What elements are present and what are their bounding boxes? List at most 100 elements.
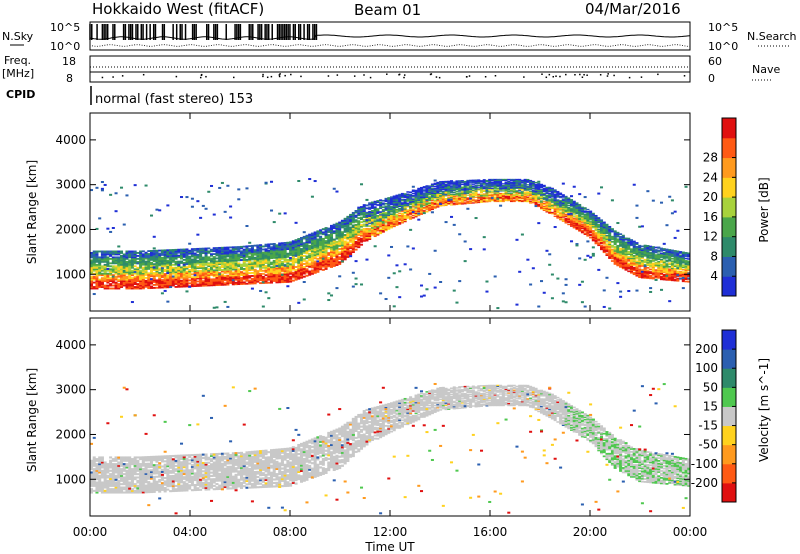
power-cell bbox=[310, 235, 314, 238]
power-cell bbox=[220, 280, 224, 283]
power-cell bbox=[390, 197, 394, 200]
power-cell bbox=[621, 242, 625, 245]
power-cell bbox=[357, 227, 361, 230]
power-cell bbox=[559, 200, 563, 203]
power-cell bbox=[610, 249, 614, 252]
power-cell bbox=[103, 274, 107, 277]
power-cell bbox=[220, 282, 224, 285]
power-cell bbox=[417, 194, 421, 196]
power-cell bbox=[545, 208, 549, 210]
power-cell bbox=[406, 202, 410, 205]
power-cell bbox=[100, 269, 104, 272]
power-cell bbox=[480, 196, 484, 198]
power-cell bbox=[398, 200, 402, 203]
power-cell bbox=[602, 238, 606, 240]
power-cell bbox=[450, 189, 454, 191]
power-cell bbox=[177, 273, 181, 276]
power-cell bbox=[231, 268, 235, 271]
power-cell bbox=[256, 244, 260, 247]
power-cell bbox=[280, 251, 284, 254]
power-cell bbox=[335, 258, 339, 262]
power-cell bbox=[357, 243, 361, 246]
power-cell bbox=[319, 247, 323, 250]
power-cell bbox=[250, 258, 254, 261]
power-cell bbox=[261, 265, 265, 268]
power-cell bbox=[349, 231, 353, 234]
power-cell bbox=[482, 188, 486, 190]
power-cell bbox=[441, 201, 445, 203]
power-cell bbox=[501, 178, 505, 181]
power-cell bbox=[226, 184, 230, 187]
power-cell bbox=[575, 205, 579, 207]
power-cell bbox=[237, 254, 241, 257]
power-cell bbox=[474, 179, 478, 181]
power-cell bbox=[250, 247, 254, 250]
power-cell bbox=[520, 181, 524, 183]
power-cell bbox=[212, 273, 216, 276]
power-cell bbox=[537, 185, 541, 188]
power-cell bbox=[283, 277, 287, 280]
power-cell bbox=[278, 247, 282, 250]
power-cell bbox=[196, 273, 200, 276]
power-cell bbox=[586, 228, 590, 231]
power-cell bbox=[376, 228, 380, 231]
power-cell bbox=[141, 254, 145, 257]
power-cell bbox=[553, 194, 557, 197]
power-cell bbox=[580, 223, 584, 225]
power-cell bbox=[605, 276, 609, 279]
power-cell bbox=[594, 232, 598, 235]
power-cell bbox=[220, 270, 224, 273]
power-cell bbox=[561, 207, 565, 210]
power-cell bbox=[610, 199, 614, 202]
power-cell bbox=[504, 195, 508, 197]
power-cell bbox=[218, 275, 222, 277]
power-cell bbox=[594, 220, 598, 223]
power-cell bbox=[444, 192, 448, 194]
power-cell bbox=[321, 242, 325, 245]
power-cell bbox=[518, 190, 522, 192]
power-cell bbox=[289, 280, 293, 283]
power-cell bbox=[488, 197, 492, 199]
power-cell bbox=[289, 266, 293, 269]
power-cell bbox=[610, 228, 614, 230]
power-cell bbox=[338, 262, 342, 265]
power-cell bbox=[523, 195, 527, 197]
power-cell bbox=[357, 238, 361, 241]
power-cell bbox=[469, 188, 473, 191]
power-cell bbox=[556, 208, 560, 211]
power-cell bbox=[379, 201, 383, 204]
power-cell bbox=[540, 194, 544, 196]
power-cell bbox=[103, 256, 107, 259]
power-cell bbox=[398, 219, 402, 222]
power-cell bbox=[373, 217, 377, 220]
power-cell bbox=[185, 276, 189, 279]
power-cell bbox=[111, 226, 115, 229]
power-cell bbox=[139, 281, 143, 284]
power-cell bbox=[529, 181, 533, 184]
power-cell bbox=[182, 279, 186, 282]
power-cell bbox=[542, 189, 546, 192]
power-cell bbox=[436, 185, 440, 188]
power-cell bbox=[512, 185, 516, 187]
power-cell bbox=[185, 285, 189, 288]
power-cell bbox=[114, 259, 118, 262]
power-cell bbox=[387, 221, 391, 224]
power-cell bbox=[122, 256, 126, 259]
power-cell bbox=[100, 260, 104, 263]
power-cell bbox=[155, 263, 159, 265]
power-cell bbox=[128, 278, 132, 281]
power-cell bbox=[460, 187, 464, 189]
power-cell bbox=[264, 274, 268, 277]
power-cell bbox=[529, 186, 533, 188]
power-cell bbox=[570, 225, 574, 227]
power-cell bbox=[223, 277, 227, 280]
power-cell bbox=[417, 197, 421, 199]
power-cell bbox=[106, 272, 110, 275]
power-cell bbox=[278, 267, 282, 270]
power-cell bbox=[496, 185, 500, 187]
power-cell bbox=[275, 256, 279, 259]
power-cell bbox=[400, 195, 404, 197]
power-cell bbox=[373, 215, 377, 218]
power-cell bbox=[308, 236, 312, 239]
power-cell bbox=[278, 253, 282, 256]
